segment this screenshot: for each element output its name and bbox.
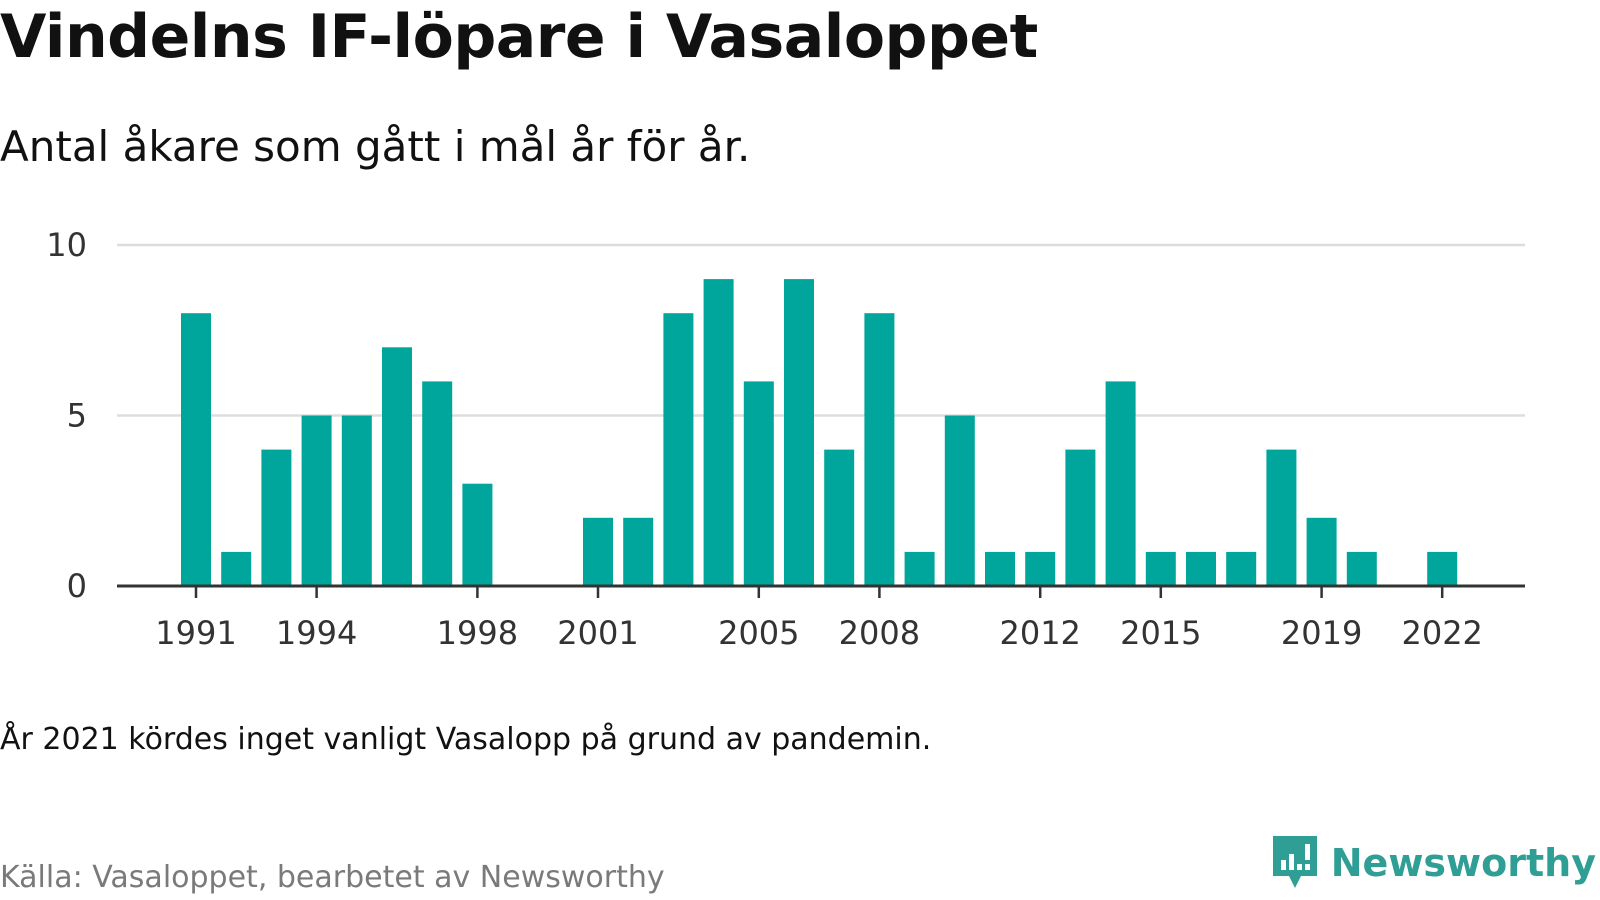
chart-title: Vindelns IF-löpare i Vasaloppet	[0, 2, 1038, 72]
bar-2005	[743, 381, 774, 586]
bar-2007	[824, 449, 855, 586]
bar-2004	[703, 279, 734, 586]
bar-2016	[1186, 551, 1216, 586]
bar-1994	[301, 415, 332, 586]
bar-2003	[663, 313, 694, 586]
bar-2010	[944, 415, 975, 586]
bar-1997	[422, 381, 453, 586]
bar-1998	[462, 483, 493, 586]
bar-2008	[864, 313, 895, 586]
bar-2020	[1346, 551, 1377, 586]
x-tick-label: 2022	[1401, 614, 1482, 652]
bar-2011	[985, 551, 1015, 586]
x-tick-label: 2008	[839, 614, 920, 652]
x-tick-label: 2019	[1281, 614, 1362, 652]
bar-1995	[341, 415, 372, 586]
brand-logo[interactable]: Newsworthy	[1269, 834, 1596, 892]
x-tick-label: 2015	[1120, 614, 1201, 652]
bar-2012	[1025, 551, 1056, 586]
bar-2019	[1306, 517, 1337, 586]
bar-1993	[261, 449, 292, 586]
bar-2006	[784, 279, 814, 586]
x-tick-label: 1998	[437, 614, 518, 652]
newsworthy-logo-icon	[1272, 836, 1317, 888]
x-tick-label: 2012	[999, 614, 1080, 652]
bar-1996	[382, 347, 412, 586]
bar-2002	[623, 517, 654, 586]
x-tick-label: 1994	[276, 614, 357, 652]
chart-subtitle: Antal åkare som gått i mål år för år.	[0, 122, 751, 171]
bar-2022	[1427, 551, 1458, 586]
bar-chart: 0 5 10 1991 1994 1998 2001 2005 2008 2012 2015 2019…	[46, 226, 1525, 652]
brand-name: Newsworthy	[1330, 841, 1596, 885]
x-tick-label: 1991	[155, 614, 236, 652]
bar-2001	[583, 517, 613, 586]
chart-note: År 2021 kördes inget vanligt Vasalopp på…	[0, 722, 932, 757]
bar-1991	[181, 313, 211, 586]
bar-2018	[1266, 449, 1297, 586]
bar-1992	[221, 551, 252, 586]
source-text: Källa: Vasaloppet, bearbetet av Newswort…	[0, 860, 665, 895]
y-tick-label: 5	[67, 397, 87, 435]
x-tick-label: 2005	[718, 614, 799, 652]
y-tick-label: 0	[67, 567, 87, 605]
y-tick-label: 10	[46, 226, 87, 264]
bar-2009	[904, 551, 935, 586]
bar-2015	[1145, 551, 1176, 586]
bar-2017	[1226, 551, 1257, 586]
bar-2014	[1105, 381, 1136, 586]
bar-2013	[1065, 449, 1096, 586]
x-tick-label: 2001	[557, 614, 638, 652]
